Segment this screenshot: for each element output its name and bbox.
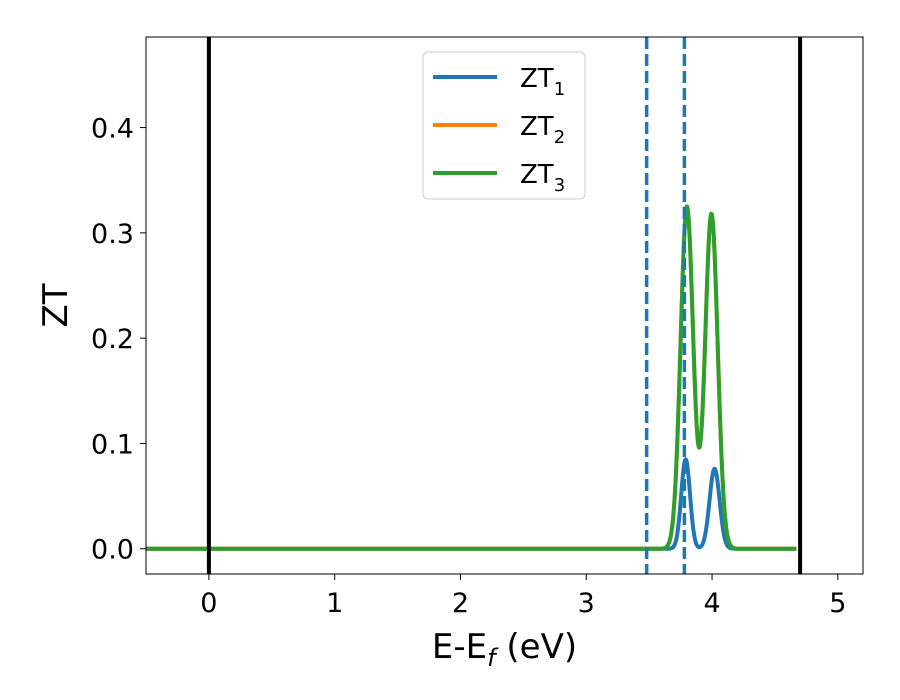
y-tick-label: 0.1 (91, 429, 134, 460)
legend-label-main: ZT (520, 64, 554, 94)
plot-frame (145, 36, 864, 575)
x-axis-label: E-Ef (eV) (432, 627, 577, 672)
vertical-reference-lines (206, 37, 803, 574)
x-tick-label: 1 (326, 588, 343, 619)
legend-label-subscript: 2 (554, 127, 565, 148)
legend-label-1: ZT1 (520, 64, 565, 100)
legend-label-subscript: 1 (554, 79, 565, 100)
x-tick-label: 5 (829, 588, 846, 619)
legend-label-main: ZT (520, 112, 554, 142)
legend-label-subscript: 3 (554, 175, 565, 196)
plot-lines (146, 204, 798, 551)
x-tick-label: 0 (200, 588, 217, 619)
y-axis-label: ZT (36, 283, 76, 327)
legend-label-main: ZT (520, 160, 554, 190)
y-tick-label: 0.2 (91, 324, 134, 355)
legend-box (422, 51, 586, 200)
x-axis-ticks: 0 1 2 3 4 5 (200, 574, 846, 619)
y-axis-ticks: 0.0 0.1 0.2 0.3 0.4 (91, 114, 146, 566)
x-tick-label: 3 (578, 588, 595, 619)
series-line-3 (146, 204, 798, 551)
legend-label-3: ZT3 (520, 160, 565, 196)
y-tick-label: 0.4 (91, 114, 134, 145)
y-tick-label: 0.3 (91, 219, 134, 250)
x-tick-label: 2 (452, 588, 469, 619)
x-axis-label-main: E-E (432, 627, 487, 667)
series-line-2 (146, 204, 798, 551)
x-axis-label-unit: (eV) (496, 627, 578, 667)
x-tick-label: 4 (703, 588, 720, 619)
series-line-1 (146, 457, 798, 551)
legend-label-2: ZT2 (520, 112, 565, 148)
y-tick-label: 0.0 (91, 535, 134, 566)
